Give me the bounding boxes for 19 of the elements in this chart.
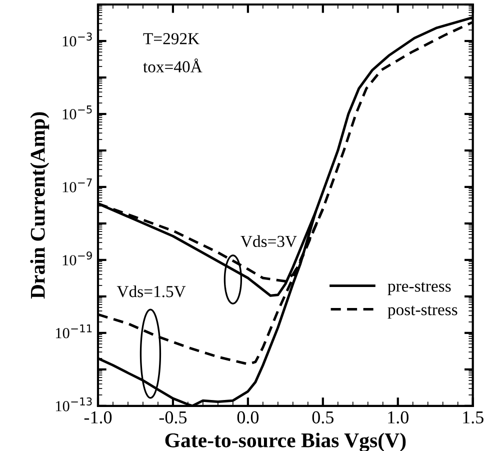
y-tick-label: 10$^{−9}$ (62, 251, 92, 266)
legend-label: pre-stress (388, 282, 451, 296)
x-tick-label: 0.0 (237, 411, 259, 424)
annotation: Vds=3V (240, 235, 297, 248)
y-tick-label: 10$^{−7}$ (62, 178, 92, 192)
annotation: Vds=1.5V (116, 285, 186, 298)
y-axis-title: Drain Current(Amp) (30, 112, 50, 299)
annotation: tox=40Å (143, 58, 202, 72)
annotation: T=292K (143, 33, 200, 44)
y-tick-label: 10$^{−5}$ (62, 106, 92, 120)
x-tick-label: 1.0 (388, 411, 408, 424)
x-tick-label: -1.0 (84, 411, 112, 424)
legend-label: post-stress (388, 306, 458, 319)
x-tick-label: 1.5 (463, 411, 484, 424)
y-tick-label: 10$^{−13}$ (56, 397, 92, 412)
y-tick-label: 10$^{−11}$ (56, 324, 92, 338)
x-tick-label: 0.5 (312, 411, 334, 424)
x-tick-label: -0.5 (159, 411, 187, 424)
y-tick-label: 10$^{−3}$ (62, 32, 92, 46)
